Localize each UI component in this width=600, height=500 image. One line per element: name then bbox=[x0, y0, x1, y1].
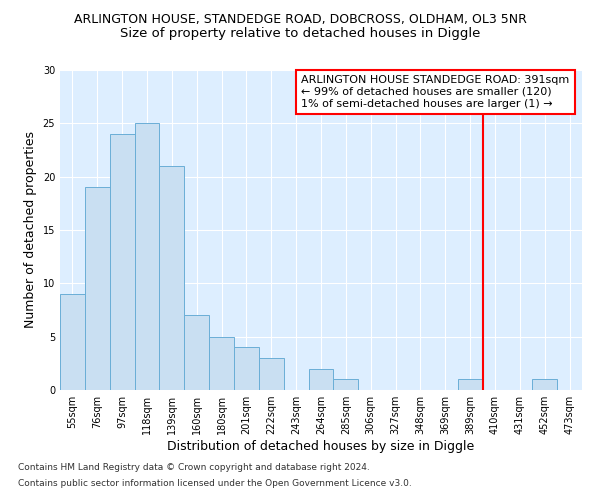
Y-axis label: Number of detached properties: Number of detached properties bbox=[24, 132, 37, 328]
Bar bbox=[259, 358, 284, 390]
Bar bbox=[308, 368, 334, 390]
Bar bbox=[209, 336, 234, 390]
Bar bbox=[160, 166, 184, 390]
Text: ARLINGTON HOUSE STANDEDGE ROAD: 391sqm
← 99% of detached houses are smaller (120: ARLINGTON HOUSE STANDEDGE ROAD: 391sqm ←… bbox=[301, 76, 569, 108]
Bar bbox=[60, 294, 85, 390]
X-axis label: Distribution of detached houses by size in Diggle: Distribution of detached houses by size … bbox=[167, 440, 475, 453]
Text: Contains public sector information licensed under the Open Government Licence v3: Contains public sector information licen… bbox=[18, 478, 412, 488]
Bar bbox=[110, 134, 134, 390]
Bar bbox=[334, 380, 358, 390]
Bar bbox=[458, 380, 482, 390]
Bar bbox=[85, 188, 110, 390]
Text: Size of property relative to detached houses in Diggle: Size of property relative to detached ho… bbox=[120, 28, 480, 40]
Bar bbox=[134, 124, 160, 390]
Text: ARLINGTON HOUSE, STANDEDGE ROAD, DOBCROSS, OLDHAM, OL3 5NR: ARLINGTON HOUSE, STANDEDGE ROAD, DOBCROS… bbox=[74, 12, 526, 26]
Bar bbox=[532, 380, 557, 390]
Text: Contains HM Land Registry data © Crown copyright and database right 2024.: Contains HM Land Registry data © Crown c… bbox=[18, 464, 370, 472]
Bar bbox=[234, 348, 259, 390]
Bar bbox=[184, 316, 209, 390]
